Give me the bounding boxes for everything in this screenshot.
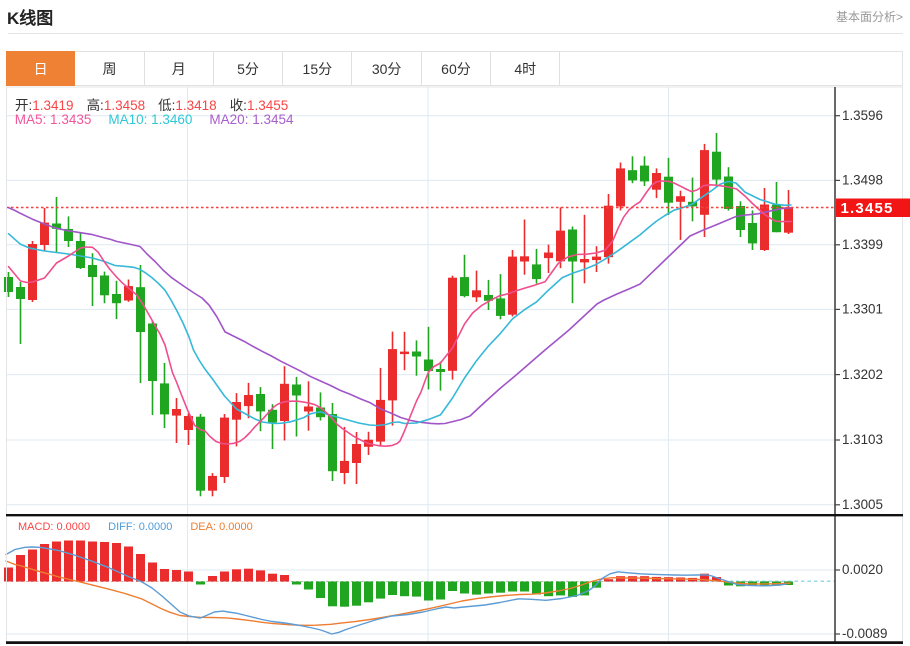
svg-text:0.0020: 0.0020 (842, 562, 883, 577)
svg-text:1.3103: 1.3103 (842, 432, 883, 447)
svg-text:1.3399: 1.3399 (842, 237, 883, 252)
svg-text:1.3596: 1.3596 (842, 108, 883, 123)
svg-text:1.3005: 1.3005 (842, 497, 883, 512)
svg-text:1.3498: 1.3498 (842, 173, 883, 188)
svg-text:1.3301: 1.3301 (842, 302, 883, 317)
svg-text:1.3202: 1.3202 (842, 367, 883, 382)
svg-text:-0.0089: -0.0089 (842, 626, 887, 641)
svg-text:1.3455: 1.3455 (841, 200, 894, 217)
